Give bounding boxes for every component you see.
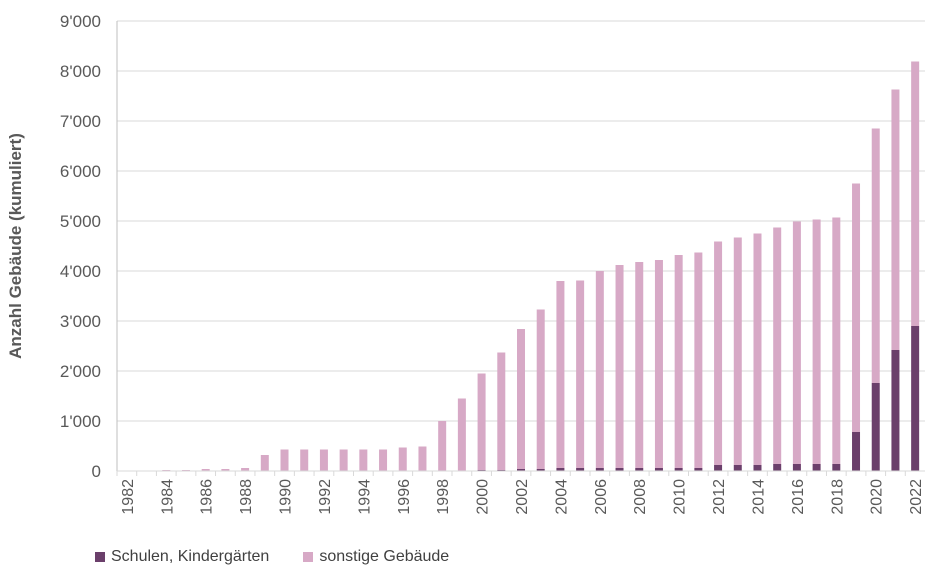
x-tick-label: 2008	[632, 479, 649, 515]
bar-segment	[792, 464, 801, 471]
x-tick-label: 2014	[750, 479, 767, 515]
legend-item-sonstige: sonstige Gebäude	[303, 548, 449, 566]
bar-segment	[497, 352, 506, 470]
legend-label: Schulen, Kindergärten	[111, 548, 270, 565]
x-tick-label: 1990	[278, 479, 295, 515]
bar-segment	[891, 89, 900, 350]
bar-segment	[379, 449, 388, 471]
x-tick-label: 1992	[317, 479, 334, 515]
legend-item-schulen: Schulen, Kindergärten	[95, 548, 269, 566]
legend: Schulen, Kindergärten sonstige Gebäude	[95, 548, 449, 566]
x-tick-label: 2002	[514, 479, 531, 515]
x-tick-label: 1994	[356, 479, 373, 515]
bar-segment	[733, 465, 742, 471]
y-tick-label: 3'000	[60, 312, 101, 331]
x-tick-label: 1998	[435, 479, 452, 515]
bar-segment	[438, 421, 447, 471]
bar-segment	[871, 128, 880, 383]
x-tick-label: 2000	[475, 479, 492, 515]
bar-segment	[359, 449, 368, 471]
bar-segment	[733, 237, 742, 465]
bar-segment	[536, 469, 545, 471]
bar-segment	[753, 465, 762, 471]
bar-segment	[812, 464, 821, 471]
stacked-bar-chart: 0 1'000 2'000 3'000 4'000 5'000 6'000 7'000 8'00…	[6, 12, 925, 515]
bar-segment	[654, 260, 663, 468]
bar-segment	[595, 271, 604, 468]
bar-segment	[694, 252, 703, 468]
x-tick-label: 1996	[396, 479, 413, 515]
bar-segment	[517, 469, 525, 471]
bar-segment	[280, 449, 289, 471]
bar-segment	[852, 183, 861, 432]
x-tick-label: 2016	[790, 479, 807, 515]
bar-segment	[674, 255, 683, 468]
y-tick-label: 6'000	[60, 162, 101, 181]
bar-segment	[517, 329, 525, 469]
bar-segment	[773, 227, 782, 464]
bar-segment	[674, 468, 683, 471]
y-tick-label: 7'000	[60, 112, 101, 131]
x-tick-label: 1982	[120, 479, 137, 515]
x-tick-label: 2020	[869, 479, 886, 515]
bar-segment	[477, 373, 486, 470]
y-tick-label: 8'000	[60, 62, 101, 81]
bar-segment	[418, 446, 427, 471]
bar-segment	[260, 455, 269, 471]
bar-segment	[852, 432, 861, 471]
bar-segment	[221, 469, 230, 471]
bar-segment	[615, 265, 624, 468]
bar-segment	[714, 241, 723, 465]
bar-segment	[753, 233, 762, 465]
x-tick-label: 2006	[593, 479, 610, 515]
x-tick-label: 1986	[199, 479, 216, 515]
bar-segment	[241, 468, 250, 471]
bar-segment	[694, 468, 703, 471]
x-tick-label: 2022	[908, 479, 925, 515]
bar-segment	[832, 217, 841, 464]
bar-segment	[300, 449, 309, 471]
bar-segment	[339, 449, 348, 471]
bar-segment	[576, 280, 585, 468]
y-axis-label: Anzahl Gebäude (kumuliert)	[6, 133, 25, 359]
bar-segment	[812, 219, 821, 464]
legend-label: sonstige Gebäude	[319, 548, 450, 565]
bar-segment	[319, 449, 328, 471]
bar-segment	[615, 468, 624, 471]
bar-segment	[832, 464, 841, 471]
y-tick-label: 2'000	[60, 362, 101, 381]
bar-segment	[773, 464, 782, 471]
y-tick-label: 0	[92, 462, 101, 481]
bar-segment	[576, 468, 585, 471]
bar-segment	[201, 469, 210, 471]
bar-segment	[556, 468, 565, 471]
bar-segment	[398, 447, 407, 471]
bar-segment	[891, 350, 900, 471]
legend-swatch	[95, 552, 105, 562]
bar-segment	[911, 326, 920, 471]
bar-segment	[635, 468, 644, 471]
bar-segment	[792, 221, 801, 464]
x-tick-label: 2012	[711, 479, 728, 515]
bar-segment	[635, 262, 644, 468]
y-tick-label: 4'000	[60, 262, 101, 281]
x-tick-label: 1984	[159, 479, 176, 515]
bar-segment	[654, 468, 663, 471]
x-tick-label: 2004	[553, 479, 570, 515]
y-tick-label: 1'000	[60, 412, 101, 431]
x-tick-label: 1988	[238, 479, 255, 515]
bar-segment	[911, 61, 920, 326]
x-tick-label: 2010	[672, 479, 689, 515]
bar-segment	[536, 309, 545, 469]
y-tick-label: 5'000	[60, 212, 101, 231]
bar-segment	[457, 398, 466, 471]
bar-segment	[714, 465, 723, 471]
bar-segment	[556, 281, 565, 468]
legend-swatch	[303, 552, 314, 562]
bar-segment	[871, 383, 880, 471]
y-tick-label: 9'000	[60, 12, 101, 31]
bar-segment	[595, 468, 604, 471]
x-tick-label: 2018	[829, 479, 846, 515]
